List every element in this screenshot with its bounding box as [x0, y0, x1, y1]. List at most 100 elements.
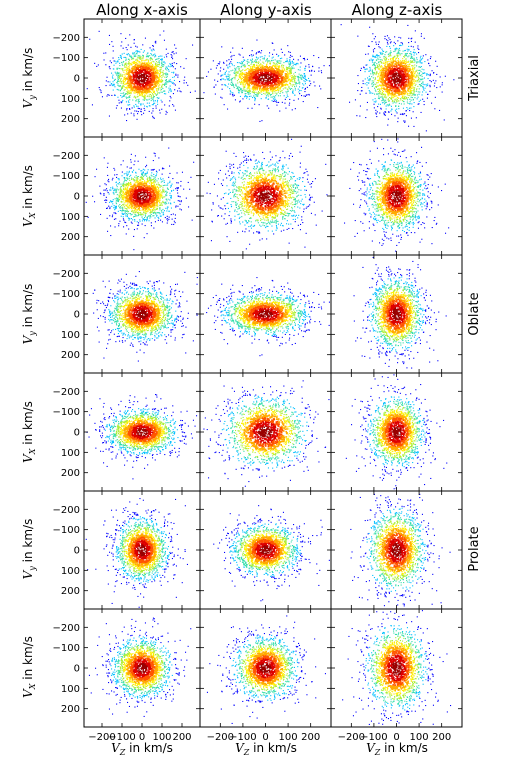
scatter-point [380, 85, 382, 87]
scatter-point [142, 55, 144, 57]
scatter-point [147, 59, 149, 61]
scatter-point [253, 68, 256, 71]
scatter-point [390, 75, 393, 78]
scatter-point [390, 70, 392, 73]
scatter-point [269, 61, 271, 63]
scatter-point [376, 66, 378, 68]
scatter-point [129, 54, 131, 56]
scatter-point [295, 81, 297, 83]
scatter-point [110, 62, 112, 64]
scatter-point [149, 92, 151, 94]
scatter-point [257, 66, 259, 68]
scatter-point [372, 84, 374, 86]
scatter-point [418, 48, 420, 50]
scatter-point [161, 64, 163, 66]
scatter-point [392, 58, 394, 60]
scatter-point [118, 77, 120, 79]
scatter-point [161, 71, 163, 73]
scatter-point [395, 90, 398, 92]
scatter-point [390, 81, 392, 83]
scatter-point [118, 57, 120, 59]
scatter-point [404, 78, 407, 81]
scatter-point [264, 55, 266, 57]
scatter-point [420, 99, 422, 101]
scatter-point [285, 91, 287, 93]
scatter-point [410, 76, 412, 78]
scatter-point [125, 62, 127, 64]
scatter-point [363, 67, 365, 69]
scatter-point [397, 80, 399, 83]
scatter-point [364, 69, 366, 71]
scatter-point [116, 72, 118, 74]
scatter-point [129, 71, 131, 74]
scatter-point [291, 75, 293, 77]
scatter-point [281, 68, 283, 70]
scatter-point [266, 75, 268, 78]
scatter-point [140, 57, 142, 59]
scatter-point [129, 85, 132, 87]
scatter-point [169, 63, 171, 65]
scatter-point [393, 56, 395, 58]
scatter-point [159, 109, 161, 111]
scatter-point [160, 58, 162, 60]
scatter-point [137, 113, 139, 115]
scatter-point [135, 89, 138, 92]
scatter-point [138, 102, 140, 104]
scatter-point [231, 63, 233, 65]
scatter-point [124, 114, 126, 116]
scatter-point [261, 71, 263, 74]
scatter-point [399, 45, 401, 47]
scatter-point [283, 81, 285, 84]
scatter-point [414, 77, 416, 79]
scatter-point [272, 62, 274, 64]
scatter-point [404, 63, 407, 65]
scatter-point [390, 87, 393, 89]
scatter-point [262, 90, 264, 92]
scatter-point [221, 84, 223, 86]
scatter-point [403, 88, 406, 91]
scatter-point [283, 78, 286, 81]
scatter-point [266, 77, 268, 79]
scatter-point [154, 54, 156, 56]
scatter-point [137, 50, 139, 52]
column-title-y: Along y-axis [220, 1, 312, 19]
scatter-point [384, 59, 386, 61]
scatter-point [256, 94, 258, 96]
scatter-point [137, 51, 139, 53]
scatter-point [135, 63, 137, 66]
scatter-point [227, 67, 229, 69]
scatter-point [410, 51, 412, 53]
scatter-point [412, 69, 414, 71]
scatter-point [265, 80, 267, 82]
scatter-point [260, 89, 262, 91]
scatter-point [167, 52, 169, 54]
scatter-point [155, 67, 157, 69]
scatter-point [164, 82, 166, 84]
scatter-point [416, 65, 418, 67]
scatter-point [143, 98, 145, 100]
scatter-point [255, 74, 258, 76]
scatter-point [399, 75, 402, 77]
scatter-point [117, 60, 119, 62]
scatter-point [276, 61, 278, 63]
scatter-point [296, 83, 298, 85]
scatter-point [441, 82, 443, 84]
scatter-point [172, 51, 174, 53]
scatter-point [416, 94, 418, 96]
scatter-point [299, 55, 301, 57]
scatter-point [160, 91, 162, 93]
scatter-point [143, 60, 145, 62]
scatter-point [256, 78, 259, 81]
scatter-point [279, 87, 281, 89]
scatter-point [423, 37, 425, 39]
scatter-point [308, 66, 310, 68]
scatter-point [247, 96, 249, 98]
scatter-point [217, 73, 219, 75]
scatter-point [271, 83, 274, 85]
scatter-point [382, 80, 385, 82]
scatter-point [288, 67, 290, 69]
scatter-point [120, 45, 122, 47]
scatter-point [379, 96, 381, 98]
scatter-point [151, 112, 153, 114]
scatter-point [154, 66, 156, 68]
